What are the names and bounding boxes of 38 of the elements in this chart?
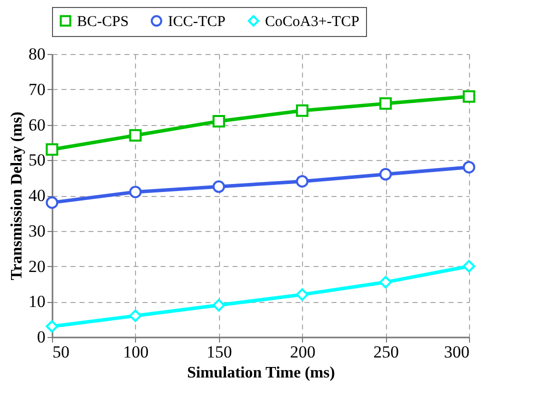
legend-label: CoCoA3+-TCP — [265, 14, 360, 30]
x-tick-label: 50 — [52, 342, 70, 362]
y-tick-label: 40 — [28, 186, 46, 205]
point — [379, 168, 392, 181]
point — [296, 175, 308, 188]
point — [212, 298, 226, 312]
x-tick-label: 200 — [290, 342, 316, 362]
point — [296, 104, 308, 117]
legend-label: ICC-TCP — [168, 14, 226, 30]
point — [46, 143, 58, 156]
y-tick-label: 70 — [28, 80, 46, 99]
y-tick-label: 20 — [28, 256, 46, 276]
point — [46, 320, 58, 333]
y-tick-label: 10 — [28, 292, 46, 312]
x-tick-label: 150 — [206, 342, 232, 362]
point — [379, 97, 392, 110]
point — [296, 288, 308, 301]
point — [129, 186, 142, 198]
x-tick-label: 100 — [123, 342, 149, 362]
x-tick-label: 300 — [444, 342, 470, 362]
point — [129, 310, 142, 322]
point — [462, 160, 476, 174]
y-tick-label: 30 — [28, 221, 46, 240]
point — [46, 196, 58, 209]
point — [462, 90, 476, 103]
x-axis-title: Simulation Time (ms) — [187, 364, 335, 382]
x-tick-label: 250 — [373, 342, 399, 362]
point — [462, 260, 476, 272]
point — [379, 276, 392, 288]
point — [129, 129, 142, 142]
y-tick-label: 60 — [28, 115, 46, 134]
y-tick-label: 0 — [37, 328, 46, 346]
legend-label: BC-CPS — [77, 14, 129, 30]
y-axis-title: Transmission Delay (ms) — [8, 112, 26, 280]
point — [212, 180, 226, 193]
y-tick-label: 50 — [28, 150, 46, 170]
point — [212, 114, 226, 128]
y-tick-label: 80 — [28, 44, 46, 64]
